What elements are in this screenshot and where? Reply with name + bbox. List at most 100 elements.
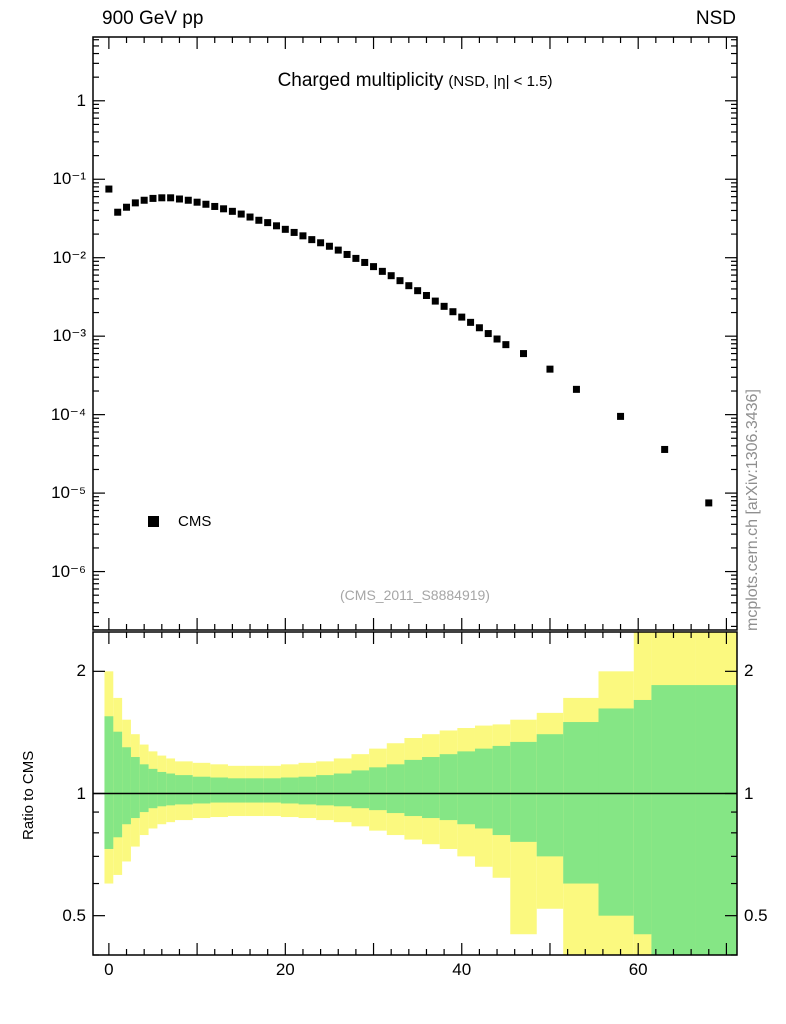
data-point [617, 412, 625, 420]
ratio-band-inner-bin [139, 764, 149, 813]
data-point [175, 195, 183, 203]
ratio-band-inner-bin [536, 734, 564, 857]
data-point [317, 239, 325, 247]
data-point [458, 313, 466, 321]
data-point [661, 445, 669, 453]
x-tick-label: 0 [104, 960, 114, 979]
data-point [520, 350, 528, 358]
ratio-band-inner-bin [695, 685, 737, 955]
data-point [149, 194, 157, 202]
ratio-y-tick-label-right: 0.5 [744, 905, 768, 925]
data-point [440, 302, 448, 310]
ratio-band-inner-bin [510, 741, 537, 842]
data-point [334, 246, 342, 254]
data-point [290, 228, 298, 236]
ratio-y-tick-label-right: 2 [744, 661, 754, 681]
data-point [405, 282, 413, 290]
data-point [114, 208, 122, 216]
plot-title: Charged multiplicity (NSD, |η| < 1.5) [93, 70, 737, 92]
ratio-band-inner-bin [369, 767, 387, 811]
ratio-band-inner-bin [351, 770, 370, 809]
header-beam: 900 GeV pp [102, 8, 204, 29]
top-panel-frame [92, 36, 738, 631]
data-point [167, 194, 175, 202]
ratio-band-inner-bin [404, 759, 423, 817]
data-point [422, 291, 430, 299]
data-point [572, 385, 580, 393]
ratio-band-inner-bin [227, 778, 246, 803]
y-tick-label: 10⁻² [52, 247, 86, 267]
x-tick-label: 40 [452, 960, 472, 979]
data-point [193, 198, 201, 206]
data-point [211, 202, 219, 210]
legend-label-cms: CMS [178, 513, 212, 530]
ratio-y-tick-label-left: 0.5 [62, 905, 86, 925]
data-point [484, 330, 492, 338]
data-points [105, 185, 713, 507]
y-tick-label: 10⁻⁴ [50, 404, 86, 424]
data-point [202, 200, 210, 208]
data-point [140, 196, 148, 204]
data-point [705, 499, 713, 507]
ratio-y-tick-label-left: 1 [76, 783, 86, 803]
ratio-y-tick-label-left: 2 [76, 661, 86, 681]
ratio-band-inner-bin [316, 775, 334, 806]
ratio-band-inner-bin [457, 751, 475, 825]
data-point [272, 222, 280, 230]
data-point [352, 254, 360, 262]
y-tick-label: 10⁻¹ [52, 169, 86, 189]
ratio-band-inner-bin [104, 716, 114, 849]
data-point [299, 232, 307, 240]
header-event-class: NSD [695, 8, 736, 29]
ratio-band-inner-bin [651, 685, 696, 955]
ratio-band-inner-bin [113, 731, 123, 838]
data-point [467, 318, 475, 326]
mcplots-attribution: mcplots.cern.ch [arXiv:1306.3436] [744, 389, 761, 631]
data-point [308, 236, 316, 244]
ratio-band-inner-bin [422, 757, 440, 819]
ratio-band-inner-bin [474, 748, 493, 829]
ratio-band-inner-bin [130, 757, 140, 819]
data-point [449, 308, 457, 316]
ratio-band-inner-bin [122, 747, 131, 825]
ratio-band-inner-bin [298, 776, 317, 805]
y-tick-label: 10⁻³ [52, 326, 86, 346]
data-point [361, 258, 369, 266]
axis-ticks [93, 37, 737, 956]
analysis-id-watermark: (CMS_2011_S8884919) [340, 587, 490, 603]
data-point [228, 207, 236, 215]
data-point [123, 203, 131, 211]
data-point [255, 216, 263, 224]
ratio-band-inner-bin [166, 773, 176, 806]
ratio-band-inner-bin [175, 775, 193, 805]
ratio-band-inner-bin [148, 768, 158, 809]
ratio-band-inner-bin [192, 776, 211, 804]
ratio-band-inner-bin [598, 708, 634, 916]
ratio-band-inner-bin [263, 778, 281, 803]
data-point [343, 250, 351, 258]
y-tick-label: 1 [76, 90, 86, 110]
data-point [378, 267, 386, 275]
ratio-band-inner-bin [439, 754, 458, 821]
y-tick-label: 10⁻⁵ [51, 483, 86, 503]
data-point [325, 242, 333, 250]
plot-title-condition: (NSD, |η| < 1.5) [448, 73, 553, 90]
data-point [264, 219, 272, 227]
data-point [414, 287, 422, 295]
ratio-band-inner-bin [563, 722, 599, 884]
data-point [105, 185, 113, 193]
data-point [396, 277, 404, 285]
data-point [184, 196, 192, 204]
data-point [387, 272, 395, 280]
x-tick-label: 60 [628, 960, 648, 979]
data-point [237, 210, 245, 218]
data-point [546, 365, 554, 373]
y-tick-label: 10⁻⁶ [51, 561, 86, 581]
data-point [502, 341, 510, 349]
data-point [370, 263, 378, 271]
data-point [475, 324, 483, 332]
data-point [493, 335, 501, 343]
data-point [158, 194, 166, 202]
data-point [220, 205, 228, 213]
